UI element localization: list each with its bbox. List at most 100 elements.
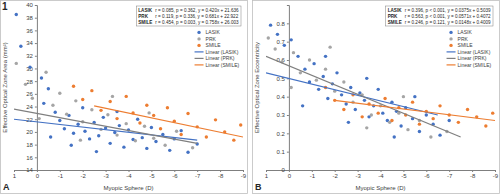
legend: LASIKPRKSMILELinear (LASIK)Linear (PRK)L… [445,28,493,69]
scatter-point [40,76,43,79]
scatter-point [70,144,73,147]
x-tick: -3 [355,170,361,179]
scatter-point [179,129,182,132]
y-tick: 0.6 [277,57,289,63]
scatter-point [152,114,155,117]
y-axis: 1416182022242628303234363840 [26,2,37,173]
y-tick: 0.2 [277,131,289,137]
y-tick-mark [35,18,37,19]
scatter-point [393,135,396,138]
legend-swatch [449,44,452,47]
x-tick: -8 [218,170,224,179]
stats-text-line: r = 0.246, p = 0.121, y = 0.0148x + 0.40… [405,20,491,25]
scatter-point [186,112,189,115]
x-tick-label: -2 [333,173,339,179]
panel-label: A [3,182,10,192]
scatter-point [377,88,380,91]
x-tick-mark [426,170,427,172]
x-tick-mark [60,170,61,172]
x-tick-label: -8 [218,173,224,179]
scatter-point [377,111,380,114]
legend-swatch [197,31,200,34]
legend-label: Linear (SMILE) [458,62,492,68]
x-tick-label: -4 [126,173,132,179]
legend-label: Linear (LASIK) [206,49,239,55]
y-tick-label: 32 [26,53,33,59]
x-tick-mark [335,170,336,172]
x-tick: -6 [172,170,178,179]
x-tick-label: -1 [58,173,64,179]
x-tick: 1 [13,170,17,179]
x-tick-mark [83,170,84,172]
stats-text-line: r = 0.454, p = 0.003, y = 0.758x + 26.00… [155,20,239,25]
scatter-point [214,118,217,121]
scatter-point [413,95,416,98]
scatter-point [19,45,22,48]
stats-text-line: r = 0.563, p < 0.001, y = 0.0571x + 0.40… [405,14,491,19]
x-tick: -3 [103,170,109,179]
y-axis: 00.10.20.30.40.50.60.70.8 [277,6,290,174]
y-tick-label: 30 [26,66,33,72]
x-tick-label: -2 [81,173,87,179]
y-tick: 0.7 [277,39,289,45]
scatter-point [122,145,125,148]
y-tick-label: 34 [26,40,33,46]
x-tick: -1 [310,170,316,179]
legend-label: Linear (SMILE) [206,62,240,68]
legend-label: Linear (PRK) [206,55,235,61]
y-tick-mark [35,145,37,146]
y-tick-mark [35,81,37,82]
x-axis: 10-1-2-3-4-5-6-7-8-9 [13,170,247,179]
x-axis-title: Myopic Sphere (D) [103,185,153,191]
scatter-point [344,102,347,105]
x-tick-mark [151,170,152,172]
x-tick-mark [449,170,450,172]
x-tick-mark [403,170,404,172]
scatter-point [115,133,118,136]
scatter-point [363,99,366,102]
scatter-point [438,104,441,107]
x-tick-label: -9 [493,173,499,179]
y-tick-label: 40 [26,2,33,8]
x-tick: -9 [493,170,499,179]
stats-name: LASIK [138,8,152,13]
y-axis-line [287,6,290,171]
scatter-point [406,128,409,131]
scatter-point [425,113,428,116]
stats-box: LASIKr = 0.396, p < 0.001, y = 0.0375x +… [386,6,493,26]
scatter-point [163,144,166,147]
scatter-point [37,117,40,120]
x-tick: -9 [241,170,247,179]
scatter-point [44,71,47,74]
scatter-point [88,137,91,140]
y-tick-label: 24 [26,104,33,110]
y-tick-label: 16 [26,155,33,161]
x-tick-mark [266,170,267,172]
stats-frame [386,6,493,26]
scatter-point [81,98,84,101]
scatter-point [95,150,98,153]
scatter-point [365,77,368,80]
x-tick: -1 [58,170,64,179]
scatter-point [24,83,27,86]
y-tick-label: 0.8 [277,21,286,27]
y-tick-mark [35,30,37,31]
scatter-point [326,97,329,100]
scatter-point [15,13,18,16]
plot-marks [266,23,495,138]
scatter-point [354,108,357,111]
scatter-point [186,151,189,154]
scatter-point [99,109,102,112]
scatter-point [383,97,386,100]
scatter-point [328,45,331,48]
y-tick-mark [287,170,289,171]
legend-label: SMILE [206,42,222,48]
scatter-point [232,138,235,141]
scatter-point [74,99,77,102]
scatter-point [457,121,460,124]
scatter-point [154,140,157,143]
stats-text-line: r = 0.085, p = 0.362, y = 0.420x + 21.63… [155,8,239,13]
legend-frame [445,28,493,69]
scatter-point [72,85,75,88]
scatter-point [136,118,139,121]
